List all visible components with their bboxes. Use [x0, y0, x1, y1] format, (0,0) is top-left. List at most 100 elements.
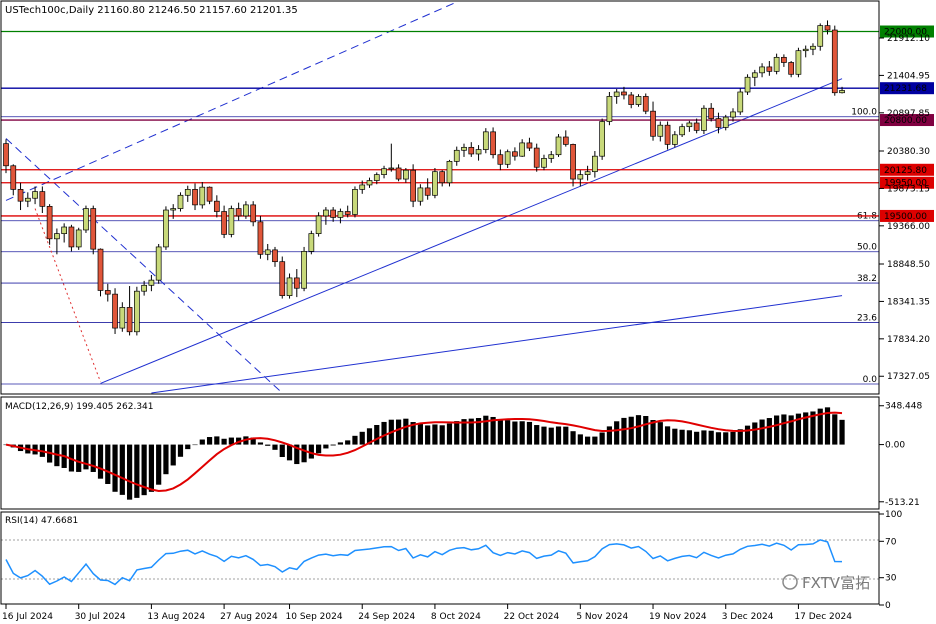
candle-body [243, 204, 249, 217]
candle-body [548, 154, 555, 159]
time-tick-label: 30 Jul 2024 [75, 612, 126, 622]
rsi-panel[interactable]: RSI(14) 47.6681 100 70 30 0 [0, 510, 902, 611]
price-tick-label: 20897.85 [887, 109, 930, 119]
time-tick-label: 27 Aug 2024 [220, 612, 278, 622]
candle-body [308, 233, 315, 252]
macd-panel[interactable]: MACD(12,26,9) 199.405 262.341 348.448 0.0… [0, 396, 922, 510]
candle-body [344, 211, 351, 215]
macd-bar [119, 444, 125, 495]
candle-body [403, 169, 409, 180]
candle-body [715, 118, 722, 128]
macd-bar [228, 437, 234, 445]
price-panel-title: USTech100c,Daily 21160.80 21246.50 21157… [5, 5, 298, 16]
time-tick-label: 3 Dec 2024 [722, 612, 774, 622]
macd-bar [366, 428, 373, 445]
price-panel-border [0, 0, 880, 395]
candle-body [286, 277, 293, 296]
price-level-badge [880, 209, 934, 222]
price-panel[interactable]: 100.0 61.8 50.0 38.2 23.6 0.0 22000.00 21231.6… [0, 0, 934, 395]
macd-bar [657, 422, 663, 445]
candle-body [381, 168, 387, 175]
candle-body [417, 187, 424, 202]
macd-bar [432, 424, 438, 445]
time-axis: 16 Jul 2024 30 Jul 2024 13 Aug 2024 27 Aug … [2, 604, 852, 622]
macd-bar [585, 436, 591, 445]
candle-body [613, 91, 620, 97]
candle-body [570, 144, 576, 180]
rsi-tick-label: 0 [885, 601, 891, 611]
macd-bar [664, 426, 671, 445]
macd-bar [839, 419, 845, 445]
candle-body [250, 204, 257, 223]
candle-body [722, 116, 729, 128]
macd-bar [316, 444, 322, 454]
candle-body [75, 229, 82, 248]
candle-body [424, 187, 431, 196]
macd-bar [505, 420, 511, 445]
candle-body [352, 189, 358, 215]
macd-bar [468, 418, 474, 445]
trendline [151, 295, 843, 394]
macd-bar [803, 412, 809, 445]
macd-bar [272, 444, 278, 450]
macd-bar [483, 415, 489, 445]
time-tick-label: 22 Oct 2024 [504, 612, 560, 622]
candle-body [693, 122, 700, 131]
time-tick-label: 19 Nov 2024 [649, 612, 707, 622]
candle-body [388, 167, 395, 170]
fib-level-label: 50.0 [857, 243, 877, 253]
macd-bar [643, 416, 649, 445]
price-level-badge-label: 20800.00 [884, 116, 927, 126]
fibonacci-levels: 100.0 61.8 50.0 38.2 23.6 0.0 [1, 108, 879, 385]
candle-body [781, 56, 787, 63]
macd-bar [185, 444, 191, 450]
candle-body [482, 131, 489, 150]
candle-body [104, 290, 111, 295]
candle-body [163, 209, 169, 248]
time-tick-label: 17 Dec 2024 [794, 612, 852, 622]
candle-body [177, 194, 184, 209]
macd-bar [810, 411, 816, 445]
macd-bar [265, 444, 271, 446]
macd-title: MACD(12,26,9) 199.405 262.341 [5, 402, 154, 412]
macd-bar [766, 418, 772, 445]
candle-body [555, 136, 562, 156]
candle-body [730, 111, 736, 118]
candle-body [119, 307, 126, 329]
macd-bar [475, 418, 482, 445]
macd-bar [650, 420, 656, 445]
rsi-tick-label: 30 [885, 574, 897, 584]
candle-body [373, 174, 380, 181]
candle-body [526, 142, 533, 149]
candle-body [679, 126, 685, 136]
macd-bar [635, 415, 642, 445]
candle-body [475, 149, 482, 155]
time-tick-label: 24 Sep 2024 [358, 612, 415, 622]
macd-bar [737, 429, 743, 445]
price-tick-label: 17327.05 [887, 372, 930, 382]
macd-bar [614, 421, 620, 445]
candle-body [359, 184, 366, 190]
candle-body [323, 209, 329, 217]
price-level-badge [880, 114, 934, 127]
macd-bar [563, 426, 569, 445]
candle-body [46, 206, 53, 240]
price-tick-label: 17834.20 [887, 335, 930, 345]
candle-body [635, 96, 642, 105]
rsi-line [5, 539, 843, 586]
candle-body [817, 25, 824, 47]
candle-body [592, 155, 598, 173]
candle-body [831, 29, 838, 94]
rsi-title: RSI(14) 47.6681 [5, 516, 78, 526]
candle-body [54, 233, 60, 240]
macd-bar [439, 425, 445, 445]
macd-bar [744, 425, 751, 445]
candle-body [32, 191, 38, 199]
rsi-panel-border [0, 511, 880, 605]
macd-bar [126, 444, 133, 500]
macd-bar [694, 431, 700, 445]
candle-body [562, 136, 569, 145]
macd-bar [170, 444, 176, 466]
time-tick-label: 8 Oct 2024 [431, 612, 481, 622]
price-level-badge-label: 19500.00 [884, 212, 927, 222]
